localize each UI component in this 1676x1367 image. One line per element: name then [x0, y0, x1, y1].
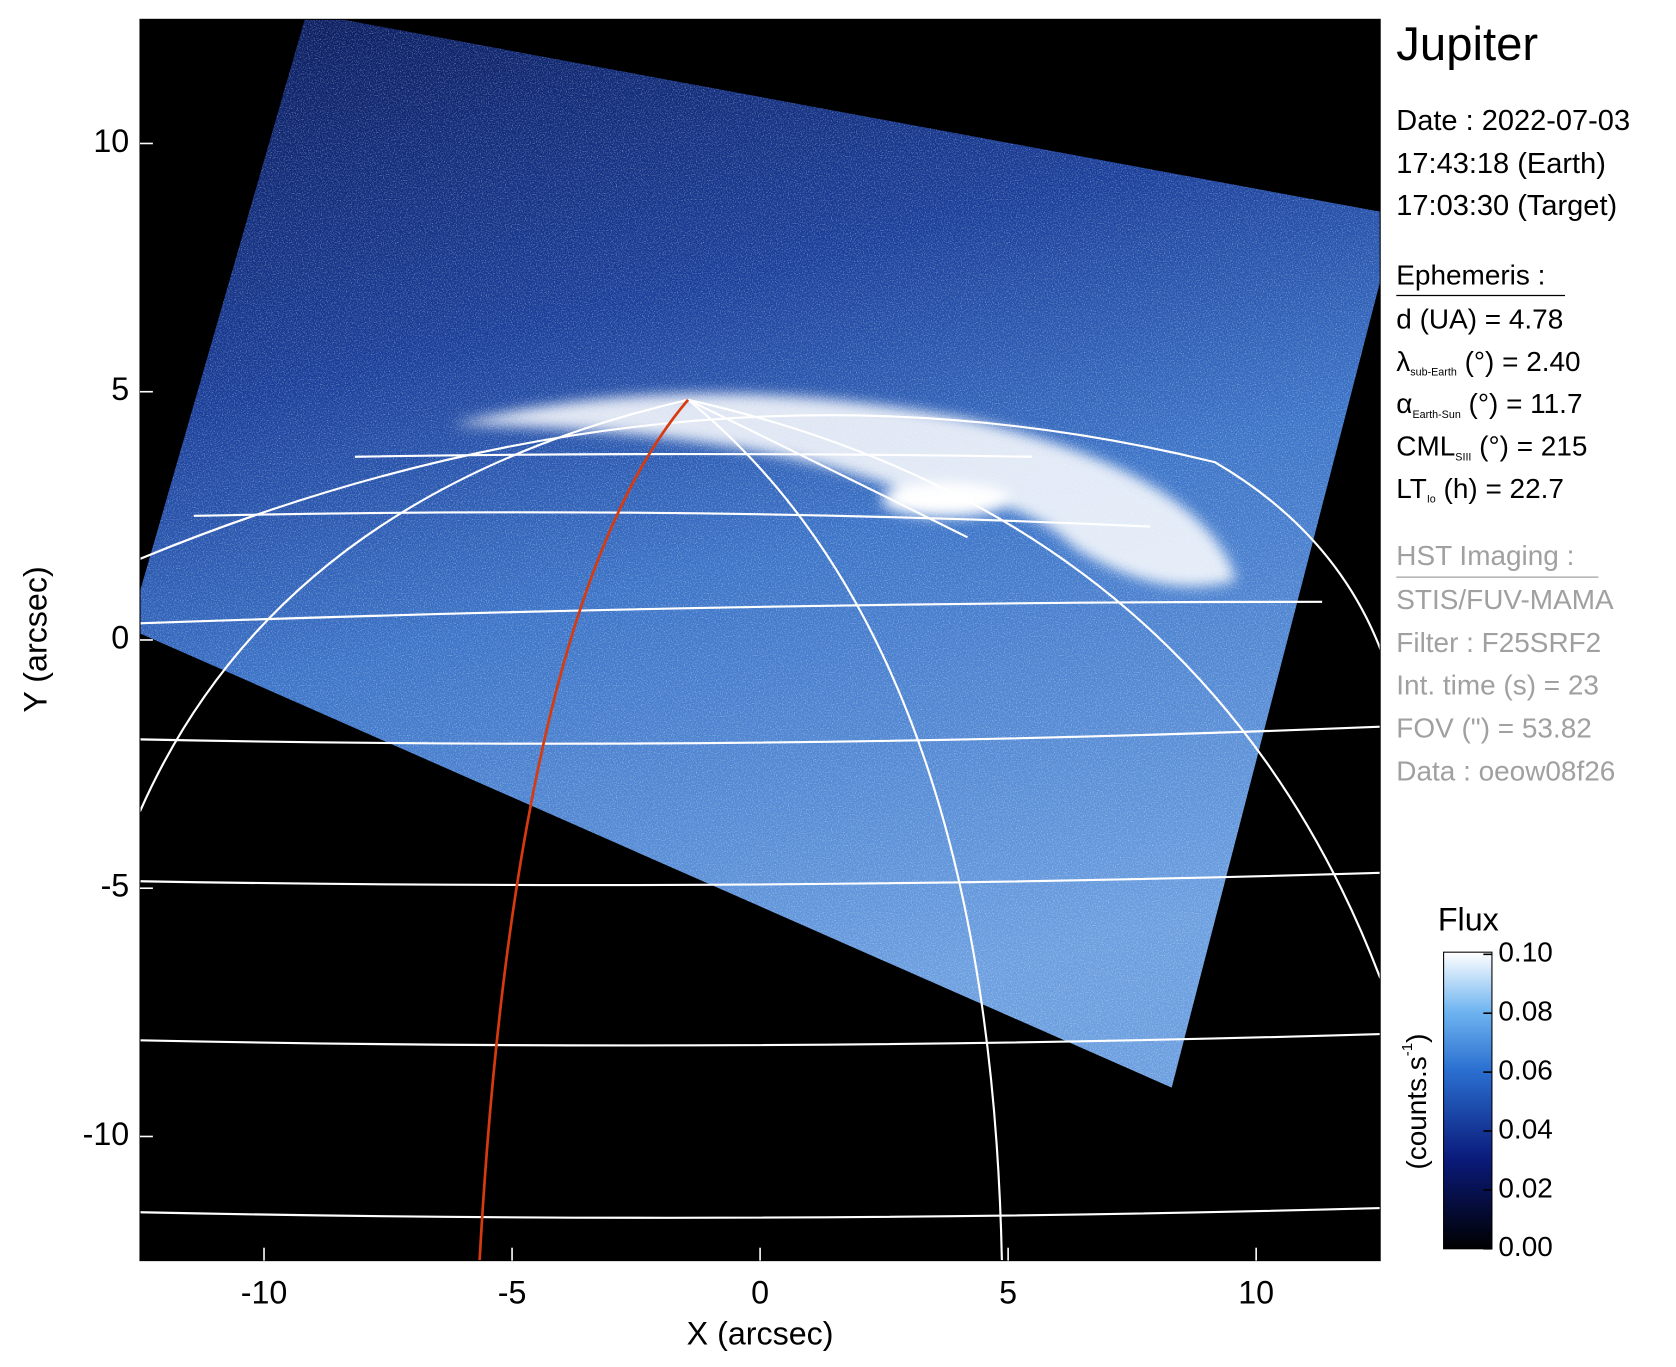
ephemeris-sub: Earth-Sun — [1412, 409, 1460, 421]
hst-line: Int. time (s) = 23 — [1396, 670, 1599, 701]
colorbar-tick-label: 0.02 — [1498, 1172, 1552, 1203]
graticule — [139, 398, 1381, 1261]
ephemeris-rest: (°) = 215 — [1471, 431, 1587, 462]
ephemeris-symbol: CML — [1396, 431, 1455, 462]
x-tick-label: -10 — [241, 1275, 288, 1311]
info-target-time: 17:03:30 (Target) — [1396, 190, 1617, 222]
hst-line: FOV (") = 53.82 — [1396, 713, 1591, 744]
ephemeris-sub: Io — [1427, 494, 1436, 506]
y-axis-label: Y (arcsec) — [17, 566, 53, 712]
aurora — [451, 393, 1237, 587]
ephemeris-symbol: d (UA) = 4.78 — [1396, 304, 1563, 335]
y-tick-label: -5 — [101, 868, 130, 904]
ephemeris-symbol: λ — [1396, 346, 1410, 377]
ephemeris-header: Ephemeris : — [1396, 260, 1545, 291]
ephemeris-sub: SIII — [1455, 451, 1471, 463]
central-meridian — [478, 398, 690, 1261]
observation-noise — [139, 19, 1381, 1088]
colorbar-tick-label: 0.08 — [1498, 996, 1552, 1027]
colorbar-tick-label: 0.04 — [1498, 1113, 1552, 1144]
info-panel: Jupiter Date : 2022-07-03 17:43:18 (Earth)… — [1396, 18, 1630, 786]
hst-header: HST Imaging : — [1396, 540, 1574, 571]
y-tick-label: -10 — [83, 1116, 130, 1152]
hst-line: Data : oeow08f26 — [1396, 755, 1615, 786]
ephemeris-rest: (°) = 11.7 — [1461, 389, 1583, 420]
ephemeris-sub: sub-Earth — [1410, 366, 1457, 378]
colorbar — [1443, 951, 1493, 1250]
ephemeris-rest: (h) = 22.7 — [1436, 474, 1564, 505]
colorbar-unit: (counts.s-1) — [1399, 1034, 1432, 1170]
y-tick-label: 0 — [111, 619, 129, 655]
unit-sup: -1 — [1399, 1043, 1416, 1056]
ephemeris-symbol: α — [1396, 389, 1412, 420]
info-earth-time: 17:43:18 (Earth) — [1396, 148, 1606, 180]
ephemeris-rest: (°) = 2.40 — [1457, 346, 1581, 377]
ephemeris-line: αEarth-Sun (°) = 11.7 — [1396, 389, 1582, 421]
ephemeris-line: LTIo (h) = 22.7 — [1396, 474, 1564, 506]
x-tick-label: 5 — [999, 1275, 1017, 1311]
unit-end: ) — [1401, 1034, 1432, 1043]
colorbar-tick-label: 0.06 — [1498, 1054, 1552, 1085]
info-date: Date : 2022-07-03 — [1396, 105, 1630, 137]
x-tick-label: 10 — [1238, 1275, 1274, 1311]
x-tick-label: -5 — [498, 1275, 527, 1311]
colorbar-tick-label: 0.00 — [1498, 1231, 1552, 1262]
y-tick-label: 10 — [93, 123, 129, 159]
info-title: Jupiter — [1396, 18, 1538, 71]
hst-line: Filter : F25SRF2 — [1396, 627, 1601, 658]
ephemeris-line: d (UA) = 4.78 — [1396, 304, 1563, 335]
ephemeris-line: λsub-Earth (°) = 2.40 — [1396, 346, 1580, 378]
x-axis-label: X (arcsec) — [687, 1315, 834, 1351]
x-tick-label: 0 — [751, 1275, 769, 1311]
hst-line: STIS/FUV-MAMA — [1396, 584, 1614, 615]
colorbar-tick-label: 0.10 — [1498, 937, 1552, 968]
y-tick-label: 5 — [111, 371, 129, 407]
unit-text: (counts.s — [1401, 1056, 1432, 1169]
image-panel — [139, 19, 1381, 1261]
ephemeris-symbol: LT — [1396, 474, 1427, 505]
colorbar-title: Flux — [1438, 902, 1499, 938]
ephemeris-line: CMLSIII (°) = 215 — [1396, 431, 1587, 463]
